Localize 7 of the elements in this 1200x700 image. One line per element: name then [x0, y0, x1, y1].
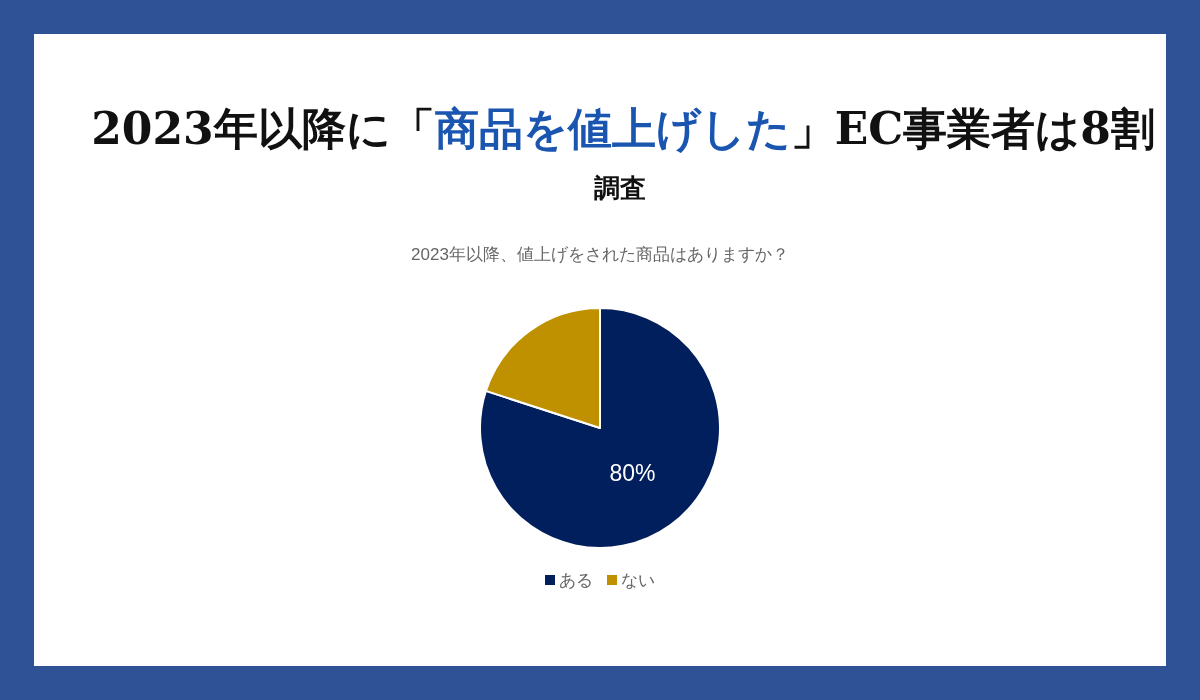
data-label: 80% — [609, 459, 656, 486]
chart-title: 2023年以降に「商品を値上げした」EC事業者は8割 — [91, 103, 1155, 154]
pie-slice — [479, 307, 721, 549]
legend-label: ある — [559, 571, 593, 590]
legend-label: ない — [621, 571, 655, 590]
chart-subtitle: 2023年以降、値上げをされた商品はありますか？ — [411, 245, 789, 264]
text: 調査 — [594, 173, 646, 203]
